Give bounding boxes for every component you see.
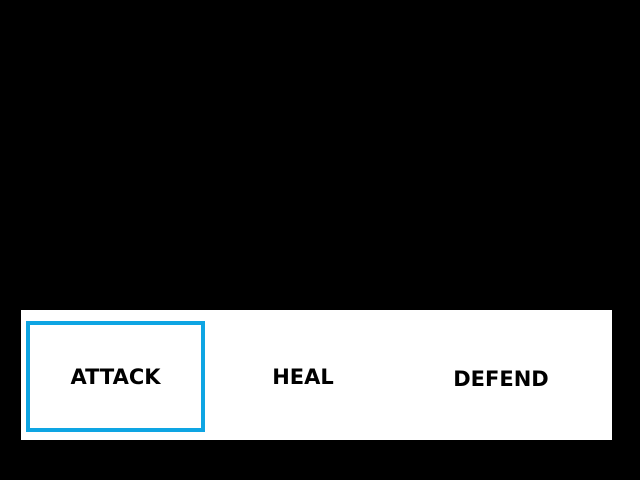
attack-option[interactable]: ATTACK (26, 321, 205, 432)
attack-option-label: ATTACK (70, 364, 161, 389)
defend-option[interactable]: DEFEND (407, 323, 595, 434)
heal-option-label: HEAL (272, 364, 334, 389)
battle-scene (0, 0, 640, 310)
battle-action-menu: ATTACK HEAL DEFEND (21, 310, 612, 440)
defend-option-label: DEFEND (453, 366, 549, 391)
heal-option[interactable]: HEAL (213, 321, 393, 432)
